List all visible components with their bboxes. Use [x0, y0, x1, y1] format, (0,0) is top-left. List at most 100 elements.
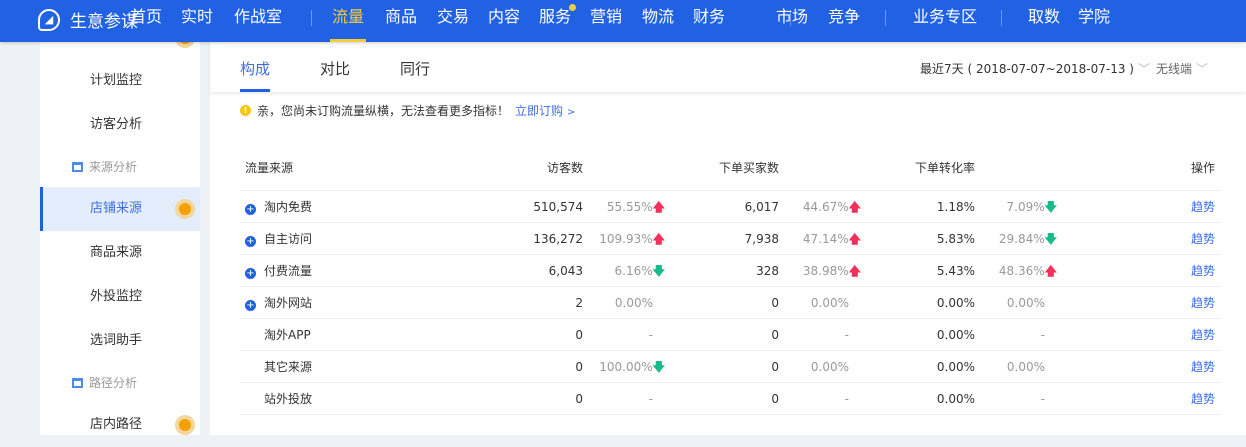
trend-link[interactable]: 趋势 [1190, 264, 1215, 278]
trend-link[interactable]: 趋势 [1190, 200, 1215, 214]
building-icon [72, 161, 83, 172]
sidebar-item[interactable]: 商品来源 [40, 231, 200, 275]
nav-6[interactable]: 内容 [488, 7, 521, 26]
subscribe-link[interactable]: 立即订购 > [515, 104, 576, 118]
notice-text: 亲，您尚未订购流量纵横，无法查看更多指标！ [257, 104, 510, 118]
change-pct: 44.67%🡅 [802, 200, 861, 214]
rate-cell: 0.00% [936, 296, 975, 310]
source-cell[interactable]: + 淘内免费 [245, 200, 313, 215]
sidebar: 计划监控 访客分析 来源分析 店铺来源 商品来源 外投监控 选词助手 路径分析 店内路径 [40, 0, 200, 435]
nav-1[interactable]: 实时 [181, 7, 214, 26]
table-row: + 付费流量 6,043 6.16%🡇 328 38.98%🡅 5.43% 48.36%🡅 趋势 [240, 255, 1220, 287]
nav-14[interactable]: 取数 [1028, 7, 1061, 26]
nav-divider [1001, 10, 1002, 26]
table-row: + 淘内免费 510,574 55.55%🡅 6,017 44.67%🡅 1.18% 7.09… [240, 191, 1220, 223]
group-label: 路径分析 [89, 376, 138, 390]
buyers-cell: 6,017 [744, 200, 779, 214]
nav-8[interactable]: 营销 [590, 7, 623, 26]
change-pct: 7.09%🡇 [1006, 200, 1057, 214]
tab-2[interactable]: 同行 [400, 60, 431, 78]
change-pct: - [1040, 392, 1045, 406]
change-pct: 109.93%🡅 [599, 232, 665, 246]
buyers-cell: 328 [756, 264, 779, 278]
date-range-label: 最近7天 ( 2018-07-07~2018-07-13 ) [920, 62, 1134, 76]
sidebar-item[interactable]: 店铺来源 [40, 187, 200, 231]
change-pct: 47.14%🡅 [802, 232, 861, 246]
nav-15[interactable]: 学院 [1078, 7, 1111, 26]
source-cell: 淘外APP [264, 328, 311, 342]
buyers-cell: 0 [771, 360, 779, 374]
tab-bar: 构成 对比 同行 最近7天 ( 2018-07-07~2018-07-13 ) ﹀ 无… [210, 42, 1246, 92]
visitors-cell: 510,574 [533, 200, 583, 214]
change-pct: 6.16%🡇 [614, 264, 665, 278]
top-header: ◢ 生意参谋 首页 实时 作战室 流量 商品 交易 内容 服务 营销 物流 财务 市场 竞争 业务专区 取数学… [0, 0, 1246, 42]
rate-cell: 5.43% [936, 264, 975, 278]
expand-icon[interactable]: + [245, 236, 256, 247]
nav-12[interactable]: 竞争 [828, 7, 861, 26]
trend-link[interactable]: 趋势 [1190, 296, 1215, 310]
rate-cell: 5.83% [936, 232, 975, 246]
sidebar-item[interactable]: 外投监控 [40, 275, 200, 319]
arrow-up-icon: 🡅 [652, 200, 665, 214]
source-cell[interactable]: + 自主访问 [245, 232, 313, 247]
header-rate: 下单转化率 [914, 161, 975, 175]
trend-link[interactable]: 趋势 [1190, 392, 1215, 406]
change-pct: - [844, 392, 849, 406]
buyers-cell: 0 [771, 392, 779, 406]
nav-0[interactable]: 首页 [130, 7, 163, 26]
brand-logo[interactable]: ◢ 生意参谋 [38, 7, 138, 32]
visitors-cell: 0 [575, 360, 583, 374]
change-pct: - [648, 328, 653, 342]
sidebar-item-label: 店铺来源 [90, 201, 143, 216]
nav-4[interactable]: 商品 [385, 7, 418, 26]
device-label: 无线端 [1156, 62, 1193, 76]
source-cell[interactable]: + 付费流量 [245, 264, 313, 279]
nav-9[interactable]: 物流 [642, 7, 675, 26]
tab-0[interactable]: 构成 [240, 58, 271, 92]
change-pct: 38.98%🡅 [802, 264, 861, 278]
sidebar-item[interactable]: 店内路径 [40, 403, 200, 447]
sidebar-item[interactable]: 访客分析 [40, 103, 200, 147]
arrow-up-icon: 🡅 [848, 232, 861, 246]
header-action: 操作 [1190, 161, 1215, 175]
trend-link[interactable]: 趋势 [1190, 232, 1215, 246]
building-icon [72, 377, 83, 388]
trend-link[interactable]: 趋势 [1190, 328, 1215, 342]
trend-link[interactable]: 趋势 [1190, 360, 1215, 374]
source-cell[interactable]: + 淘外网站 [245, 296, 313, 311]
nav-7[interactable]: 服务 [539, 7, 572, 26]
source-cell: 其它来源 [264, 360, 313, 374]
nav-3[interactable]: 流量 [330, 0, 367, 42]
change-pct: 48.36%🡅 [998, 264, 1057, 278]
table-row: + 淘外网站 2 0.00% 0 0.00% 0.00% 0.00% 趋势 [240, 287, 1220, 319]
visitors-cell: 6,043 [548, 264, 583, 278]
change-pct: 29.84%🡇 [998, 232, 1057, 246]
nav-divider [311, 10, 312, 26]
arrow-down-icon: 🡇 [1044, 200, 1057, 214]
device-dropdown[interactable]: 无线端 ﹀ [1156, 60, 1208, 77]
expand-icon[interactable]: + [245, 268, 256, 279]
arrow-up-icon: 🡅 [848, 264, 861, 278]
sidebar-item[interactable]: 选词助手 [40, 319, 200, 363]
expand-icon[interactable]: + [245, 204, 256, 215]
sidebar-group: 路径分析 [72, 374, 137, 391]
main-panel: 构成 对比 同行 最近7天 ( 2018-07-07~2018-07-13 ) ﹀ 无… [210, 42, 1246, 435]
rate-cell: 1.18% [936, 200, 975, 214]
sidebar-item[interactable]: 计划监控 [40, 59, 200, 103]
nav-11[interactable]: 市场 [776, 7, 809, 26]
nav-2[interactable]: 作战室 [234, 7, 283, 26]
nav-divider [790, 10, 791, 26]
tab-1[interactable]: 对比 [320, 60, 351, 78]
nav-10[interactable]: 财务 [693, 7, 726, 26]
arrow-up-icon: 🡅 [1044, 264, 1057, 278]
change-pct: 0.00% [1006, 360, 1045, 374]
date-range-dropdown[interactable]: 最近7天 ( 2018-07-07~2018-07-13 ) ﹀ [920, 60, 1150, 77]
traffic-source-table: 流量来源 访客数 下单买家数 下单转化率 操作 + 淘内免费 510,574 55.5… [240, 152, 1220, 415]
status-dot-icon [175, 415, 195, 435]
chevron-down-icon: ﹀ [1196, 62, 1209, 76]
nav-13[interactable]: 业务专区 [913, 7, 978, 26]
nav-5[interactable]: 交易 [437, 7, 470, 26]
arrow-down-icon: 🡇 [1044, 232, 1057, 246]
expand-icon[interactable]: + [245, 300, 256, 311]
header-source: 流量来源 [245, 161, 294, 175]
